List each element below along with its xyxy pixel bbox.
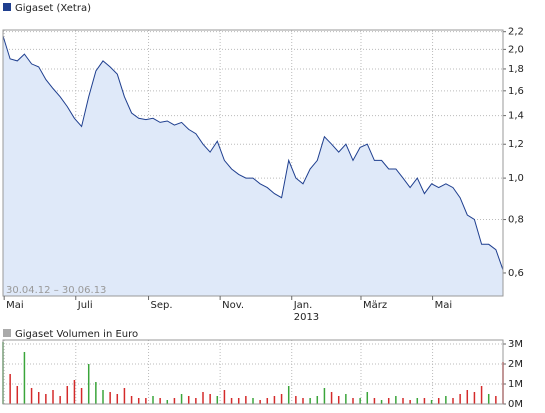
plot-frame — [2, 29, 504, 297]
y-tick-label: 3M — [508, 339, 523, 350]
price-line — [2, 35, 504, 271]
x-tick-label: März — [363, 300, 387, 311]
date-range: 30.04.12 – 30.06.13 — [6, 285, 106, 296]
x-tick-label: Sep. — [151, 300, 173, 311]
x-tick-label: Mai — [6, 300, 24, 311]
y-tick-label: 1,2 — [508, 139, 524, 150]
y-tick-label: 2,0 — [508, 44, 524, 55]
y-tick-label: 1,4 — [508, 111, 524, 122]
y-tick-label: 0,6 — [508, 268, 524, 279]
y-tick-label: 1,0 — [508, 173, 524, 184]
x-tick-label: Juli — [77, 300, 93, 311]
y-tick-label: 1M — [508, 379, 523, 390]
x-tick-label: Mai — [435, 300, 453, 311]
plot-frame — [2, 339, 504, 405]
x-tick-label: Nov. — [222, 300, 244, 311]
legend-swatch — [3, 329, 11, 337]
year-label: 2013 — [294, 312, 319, 323]
legend-label: Gigaset Volumen in Euro — [15, 329, 138, 340]
y-tick-label: 0M — [508, 399, 523, 410]
legend-swatch — [3, 3, 11, 11]
y-tick-label: 1,8 — [508, 64, 524, 75]
y-tick-label: 1,6 — [508, 86, 524, 97]
y-tick-label: 0,8 — [508, 215, 524, 226]
y-tick-label: 2,2 — [508, 27, 524, 38]
y-tick-label: 2M — [508, 359, 523, 370]
legend-label: Gigaset (Xetra) — [15, 3, 91, 14]
x-tick-label: Jan. — [293, 300, 313, 311]
area — [3, 35, 503, 297]
